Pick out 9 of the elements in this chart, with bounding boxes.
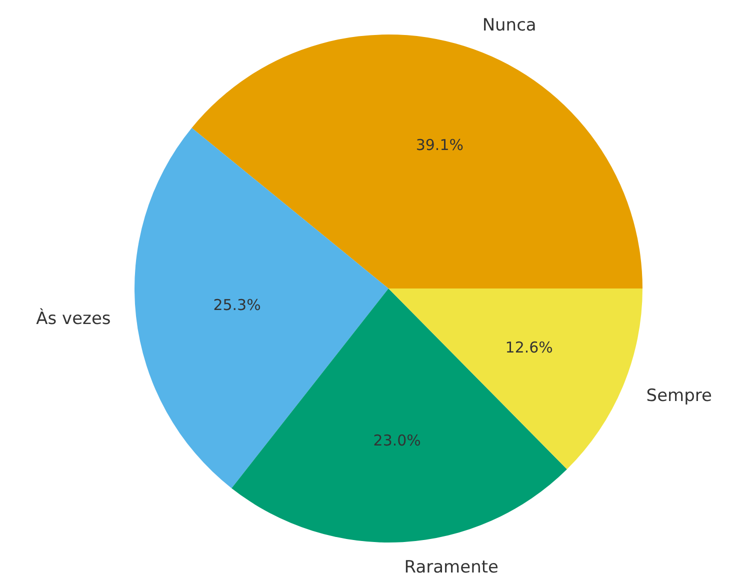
slice-label: Às vezes — [36, 308, 111, 330]
slice-label: Nunca — [482, 15, 536, 36]
data-label: 23.0% — [373, 432, 421, 450]
data-label: 39.1% — [416, 136, 464, 154]
data-label: 25.3% — [213, 296, 261, 314]
data-label: 12.6% — [505, 338, 553, 356]
pie-slice — [192, 34, 642, 288]
slice-label: Sempre — [646, 386, 712, 406]
slice-label: Raramente — [404, 557, 498, 577]
